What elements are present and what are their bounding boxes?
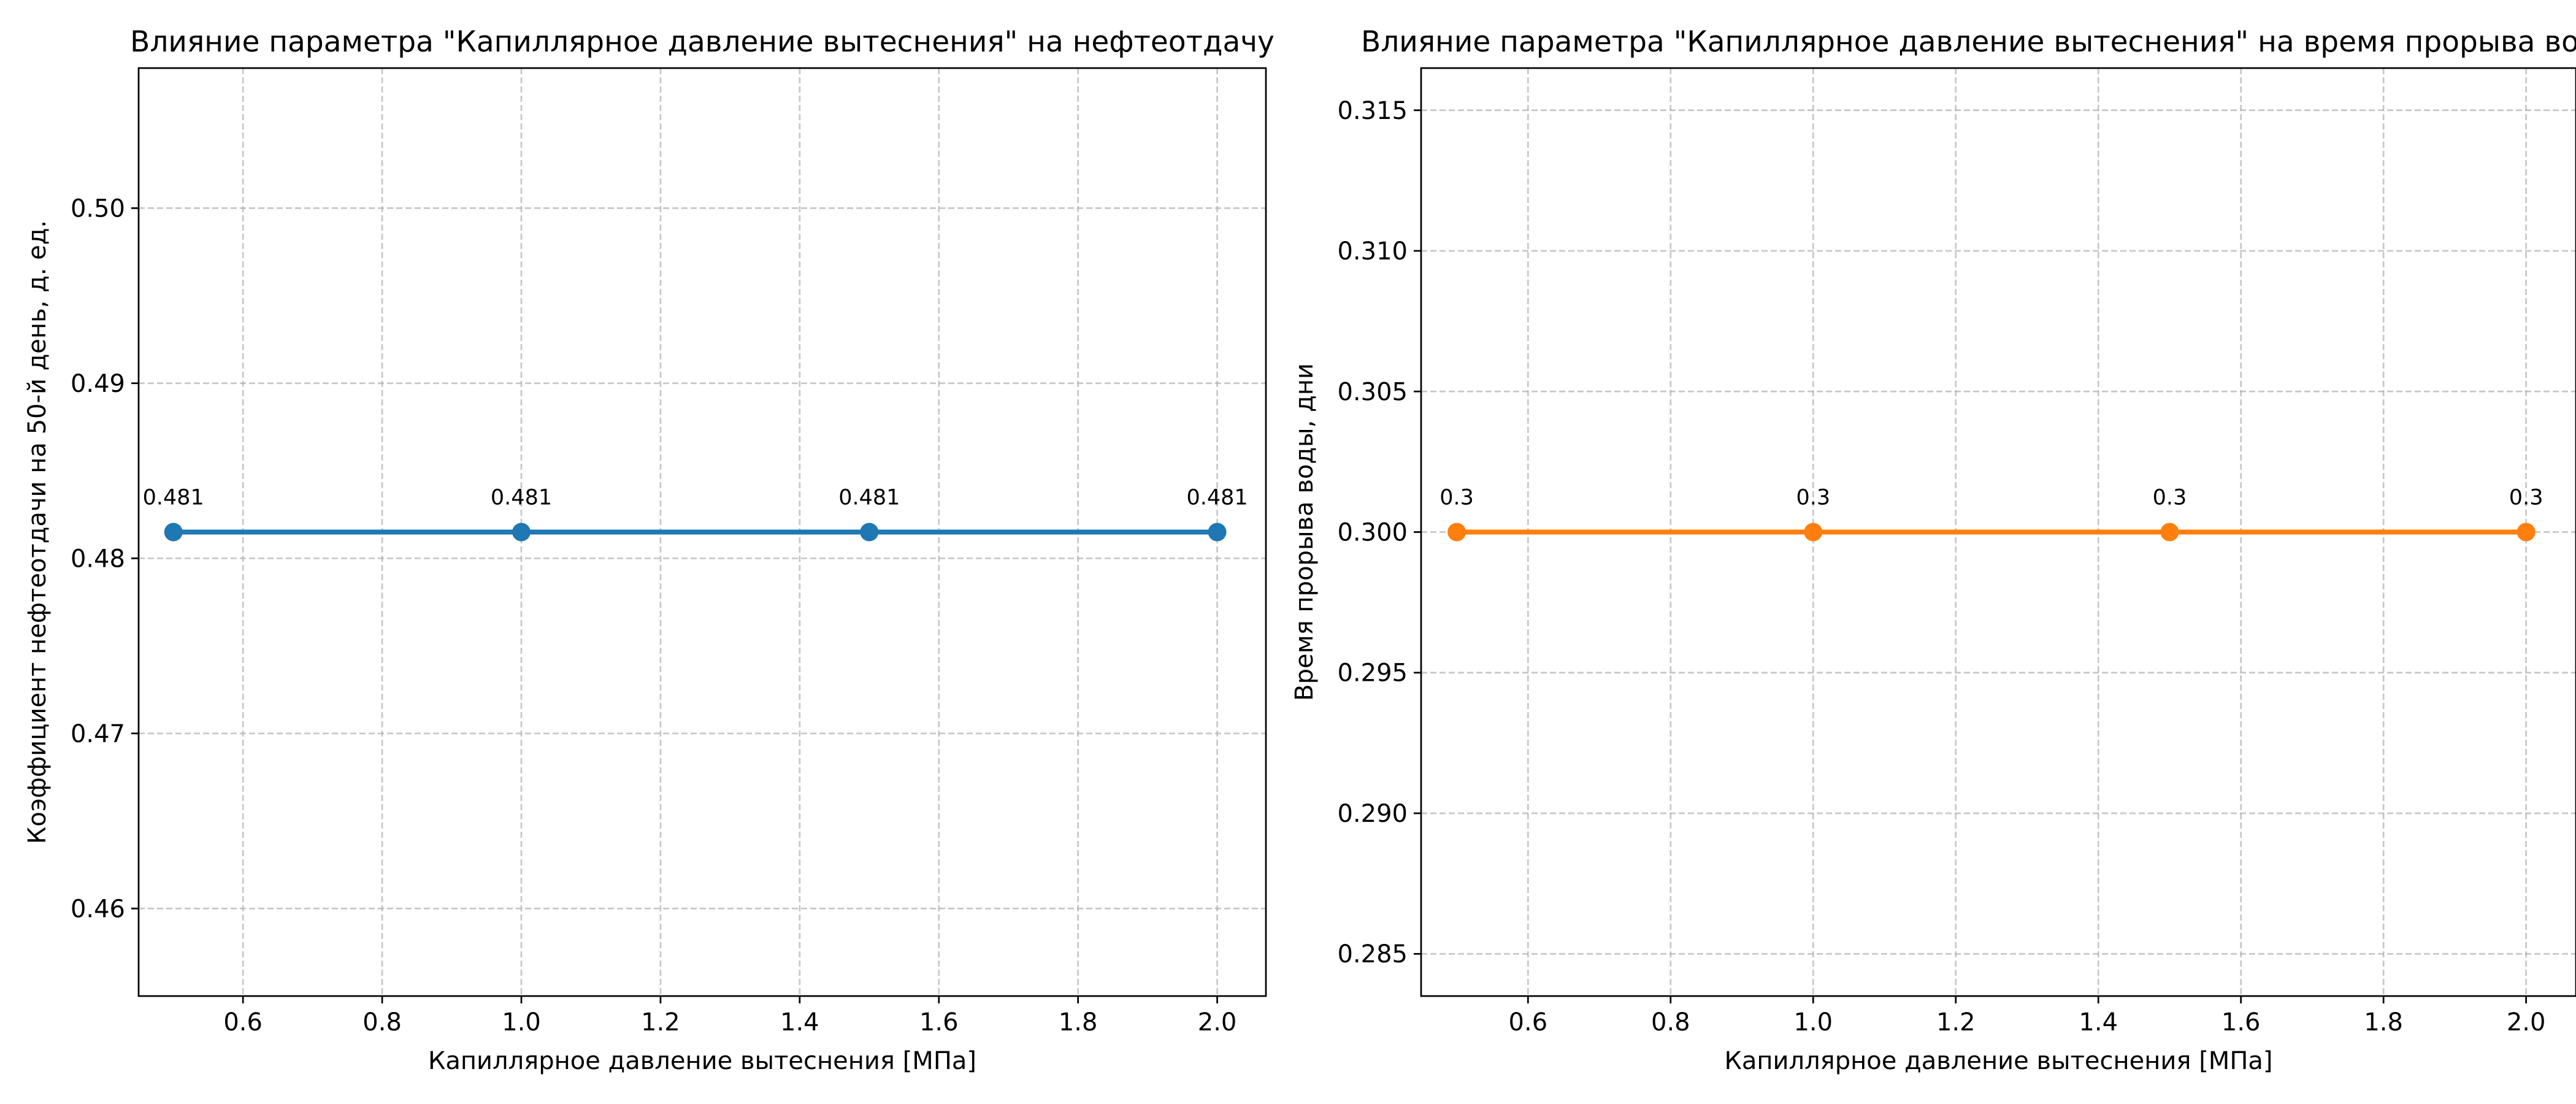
data-label: 0.481 (1186, 486, 1248, 510)
data-label: 0.3 (2153, 486, 2187, 510)
x-tick-label: 0.8 (362, 1008, 402, 1037)
x-tick-label: 1.8 (1059, 1008, 1098, 1037)
y-tick-label: 0.48 (71, 545, 125, 573)
chart-title: Влияние параметра "Капиллярное давление … (130, 25, 1275, 59)
x-tick-label: 1.0 (502, 1008, 541, 1037)
y-tick-label: 0.46 (71, 895, 125, 923)
x-tick-label: 2.0 (1198, 1008, 1237, 1037)
x-tick-label: 1.2 (641, 1008, 680, 1037)
data-point (512, 523, 531, 542)
y-tick-label: 0.47 (71, 720, 125, 748)
y-tick-label: 0.305 (1337, 378, 1408, 406)
data-label: 0.481 (838, 486, 900, 510)
data-point (2517, 523, 2536, 542)
y-axis-label: Коэффициент нефтеотдачи на 50-й день, д.… (23, 220, 52, 844)
data-label: 0.481 (143, 486, 204, 510)
y-tick-label: 0.295 (1337, 659, 1408, 688)
data-point (860, 523, 879, 542)
x-tick-label: 1.0 (1793, 1008, 1833, 1037)
data-label: 0.481 (491, 486, 552, 510)
x-tick-label: 0.6 (223, 1008, 263, 1037)
data-point (1447, 523, 1466, 542)
data-point (2160, 523, 2179, 542)
y-tick-label: 0.315 (1337, 97, 1408, 125)
data-point (164, 523, 183, 542)
y-tick-label: 0.49 (71, 370, 125, 398)
y-axis-label: Время прорыва воды, дни (1290, 363, 1319, 701)
y-tick-label: 0.300 (1337, 519, 1408, 547)
x-tick-label: 1.4 (780, 1008, 819, 1037)
x-axis-label: Капиллярное давление вытеснения [МПа] (428, 1047, 976, 1075)
data-point (1208, 523, 1227, 542)
x-tick-label: 0.8 (1651, 1008, 1690, 1037)
y-tick-label: 0.310 (1337, 237, 1408, 266)
data-label: 0.3 (1796, 486, 1830, 510)
y-tick-label: 0.285 (1337, 940, 1408, 968)
x-tick-label: 0.6 (1509, 1008, 1548, 1037)
y-tick-label: 0.290 (1337, 800, 1408, 828)
x-tick-label: 1.2 (1936, 1008, 1976, 1037)
x-axis-label: Капиллярное давление вытеснения [МПа] (1724, 1047, 2272, 1075)
axes-frame (1420, 67, 2576, 997)
axes-frame (137, 67, 1267, 997)
chart-oil-recovery: 0.6 0.8 1.0 1.2 1.4 1.6 1.8 2.0 0.46 0.47 0.48 0.49… (23, 25, 1275, 1075)
chart-water-breakthrough: 0.6 0.8 1.0 1.2 1.4 1.6 1.8 2.0 0.285 0.290 0.295 0… (1290, 25, 2576, 1075)
x-tick-label: 2.0 (2507, 1008, 2546, 1037)
chart-title: Влияние параметра "Капиллярное давление … (1361, 25, 2576, 59)
x-tick-label: 1.6 (2221, 1008, 2261, 1037)
y-tick-label: 0.50 (71, 194, 125, 223)
x-tick-label: 1.6 (919, 1008, 959, 1037)
x-tick-label: 1.8 (2364, 1008, 2403, 1037)
x-tick-label: 1.4 (2079, 1008, 2118, 1037)
data-label: 0.3 (1439, 486, 1474, 510)
data-label: 0.3 (2509, 486, 2543, 510)
data-point (1804, 523, 1823, 542)
